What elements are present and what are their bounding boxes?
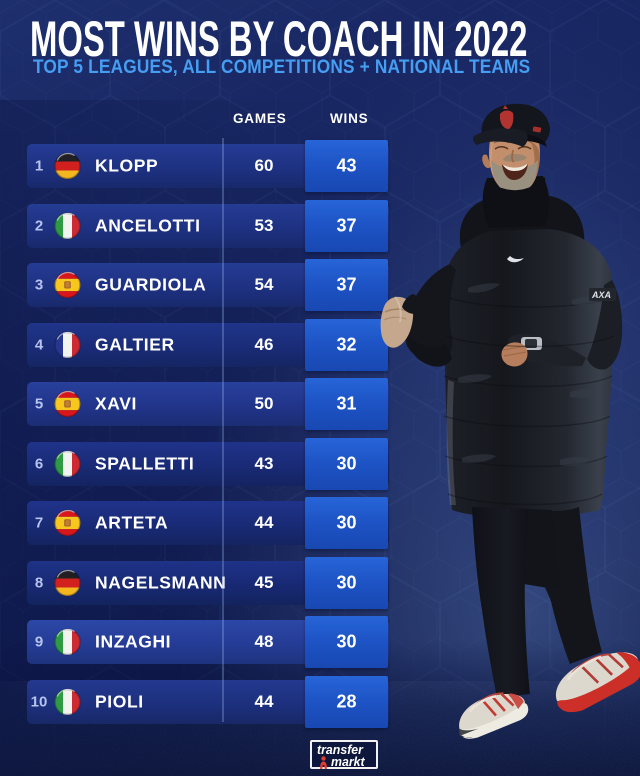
svg-text:AXA: AXA: [591, 290, 611, 300]
